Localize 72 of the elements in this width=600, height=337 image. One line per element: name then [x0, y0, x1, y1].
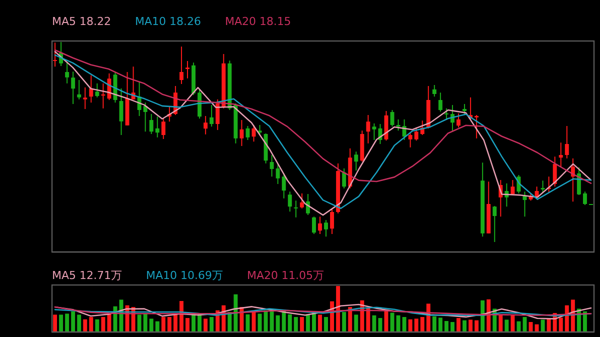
bar [101, 317, 106, 332]
bar [474, 320, 479, 332]
bar [210, 317, 214, 332]
text: MA10 18.26 [135, 15, 202, 28]
text: MA5 18.22 [52, 15, 112, 28]
bar [276, 315, 280, 332]
bar [95, 319, 100, 332]
bar [384, 310, 388, 332]
bar [528, 322, 533, 332]
bar [83, 319, 88, 332]
bar [300, 317, 304, 332]
bar [59, 314, 64, 332]
bar [143, 314, 148, 332]
bar [258, 314, 262, 332]
bar [186, 318, 190, 332]
bar [408, 319, 412, 332]
bar [53, 314, 57, 332]
bar [318, 314, 322, 332]
bar [288, 314, 292, 332]
bar [432, 316, 436, 332]
bar [504, 320, 509, 332]
text: MA20 11.05万 [247, 269, 324, 282]
bar [155, 321, 160, 332]
bar [546, 318, 551, 332]
bar [468, 320, 473, 332]
bar [486, 299, 491, 332]
bar [167, 317, 172, 332]
bar [71, 311, 76, 332]
text: MA5 12.71万 [52, 269, 122, 282]
bar [65, 314, 70, 332]
bar [414, 318, 418, 332]
bar [420, 317, 424, 332]
bar [516, 321, 521, 332]
bar [402, 317, 406, 332]
bar [179, 300, 184, 332]
bar [372, 315, 376, 332]
bar [558, 318, 563, 332]
text: MA10 10.69万 [146, 269, 224, 282]
bar [324, 317, 328, 332]
bar [450, 322, 454, 332]
bar [306, 314, 310, 332]
bar [438, 318, 442, 332]
bar [137, 314, 142, 332]
bar [480, 300, 485, 332]
bar [264, 310, 268, 332]
bar [173, 314, 178, 332]
bar [510, 315, 515, 332]
bar [378, 318, 382, 332]
bar [348, 307, 352, 332]
bar [462, 320, 467, 332]
bar [582, 311, 587, 332]
bar [270, 310, 274, 332]
bar [204, 318, 208, 332]
bar [444, 321, 448, 332]
bar [246, 314, 250, 332]
bar [456, 318, 460, 332]
bar [396, 315, 400, 332]
bar [534, 324, 539, 332]
bar [161, 317, 166, 332]
bar [366, 308, 370, 332]
text: MA20 18.15 [225, 15, 292, 28]
bar [540, 320, 545, 332]
bar [498, 314, 503, 332]
bar [336, 286, 340, 332]
bar [354, 314, 358, 332]
bar [77, 314, 82, 332]
bar [294, 317, 298, 332]
bar [89, 317, 94, 332]
bar [149, 318, 154, 332]
bar [342, 312, 346, 332]
bar [234, 294, 238, 332]
bar [107, 314, 112, 332]
